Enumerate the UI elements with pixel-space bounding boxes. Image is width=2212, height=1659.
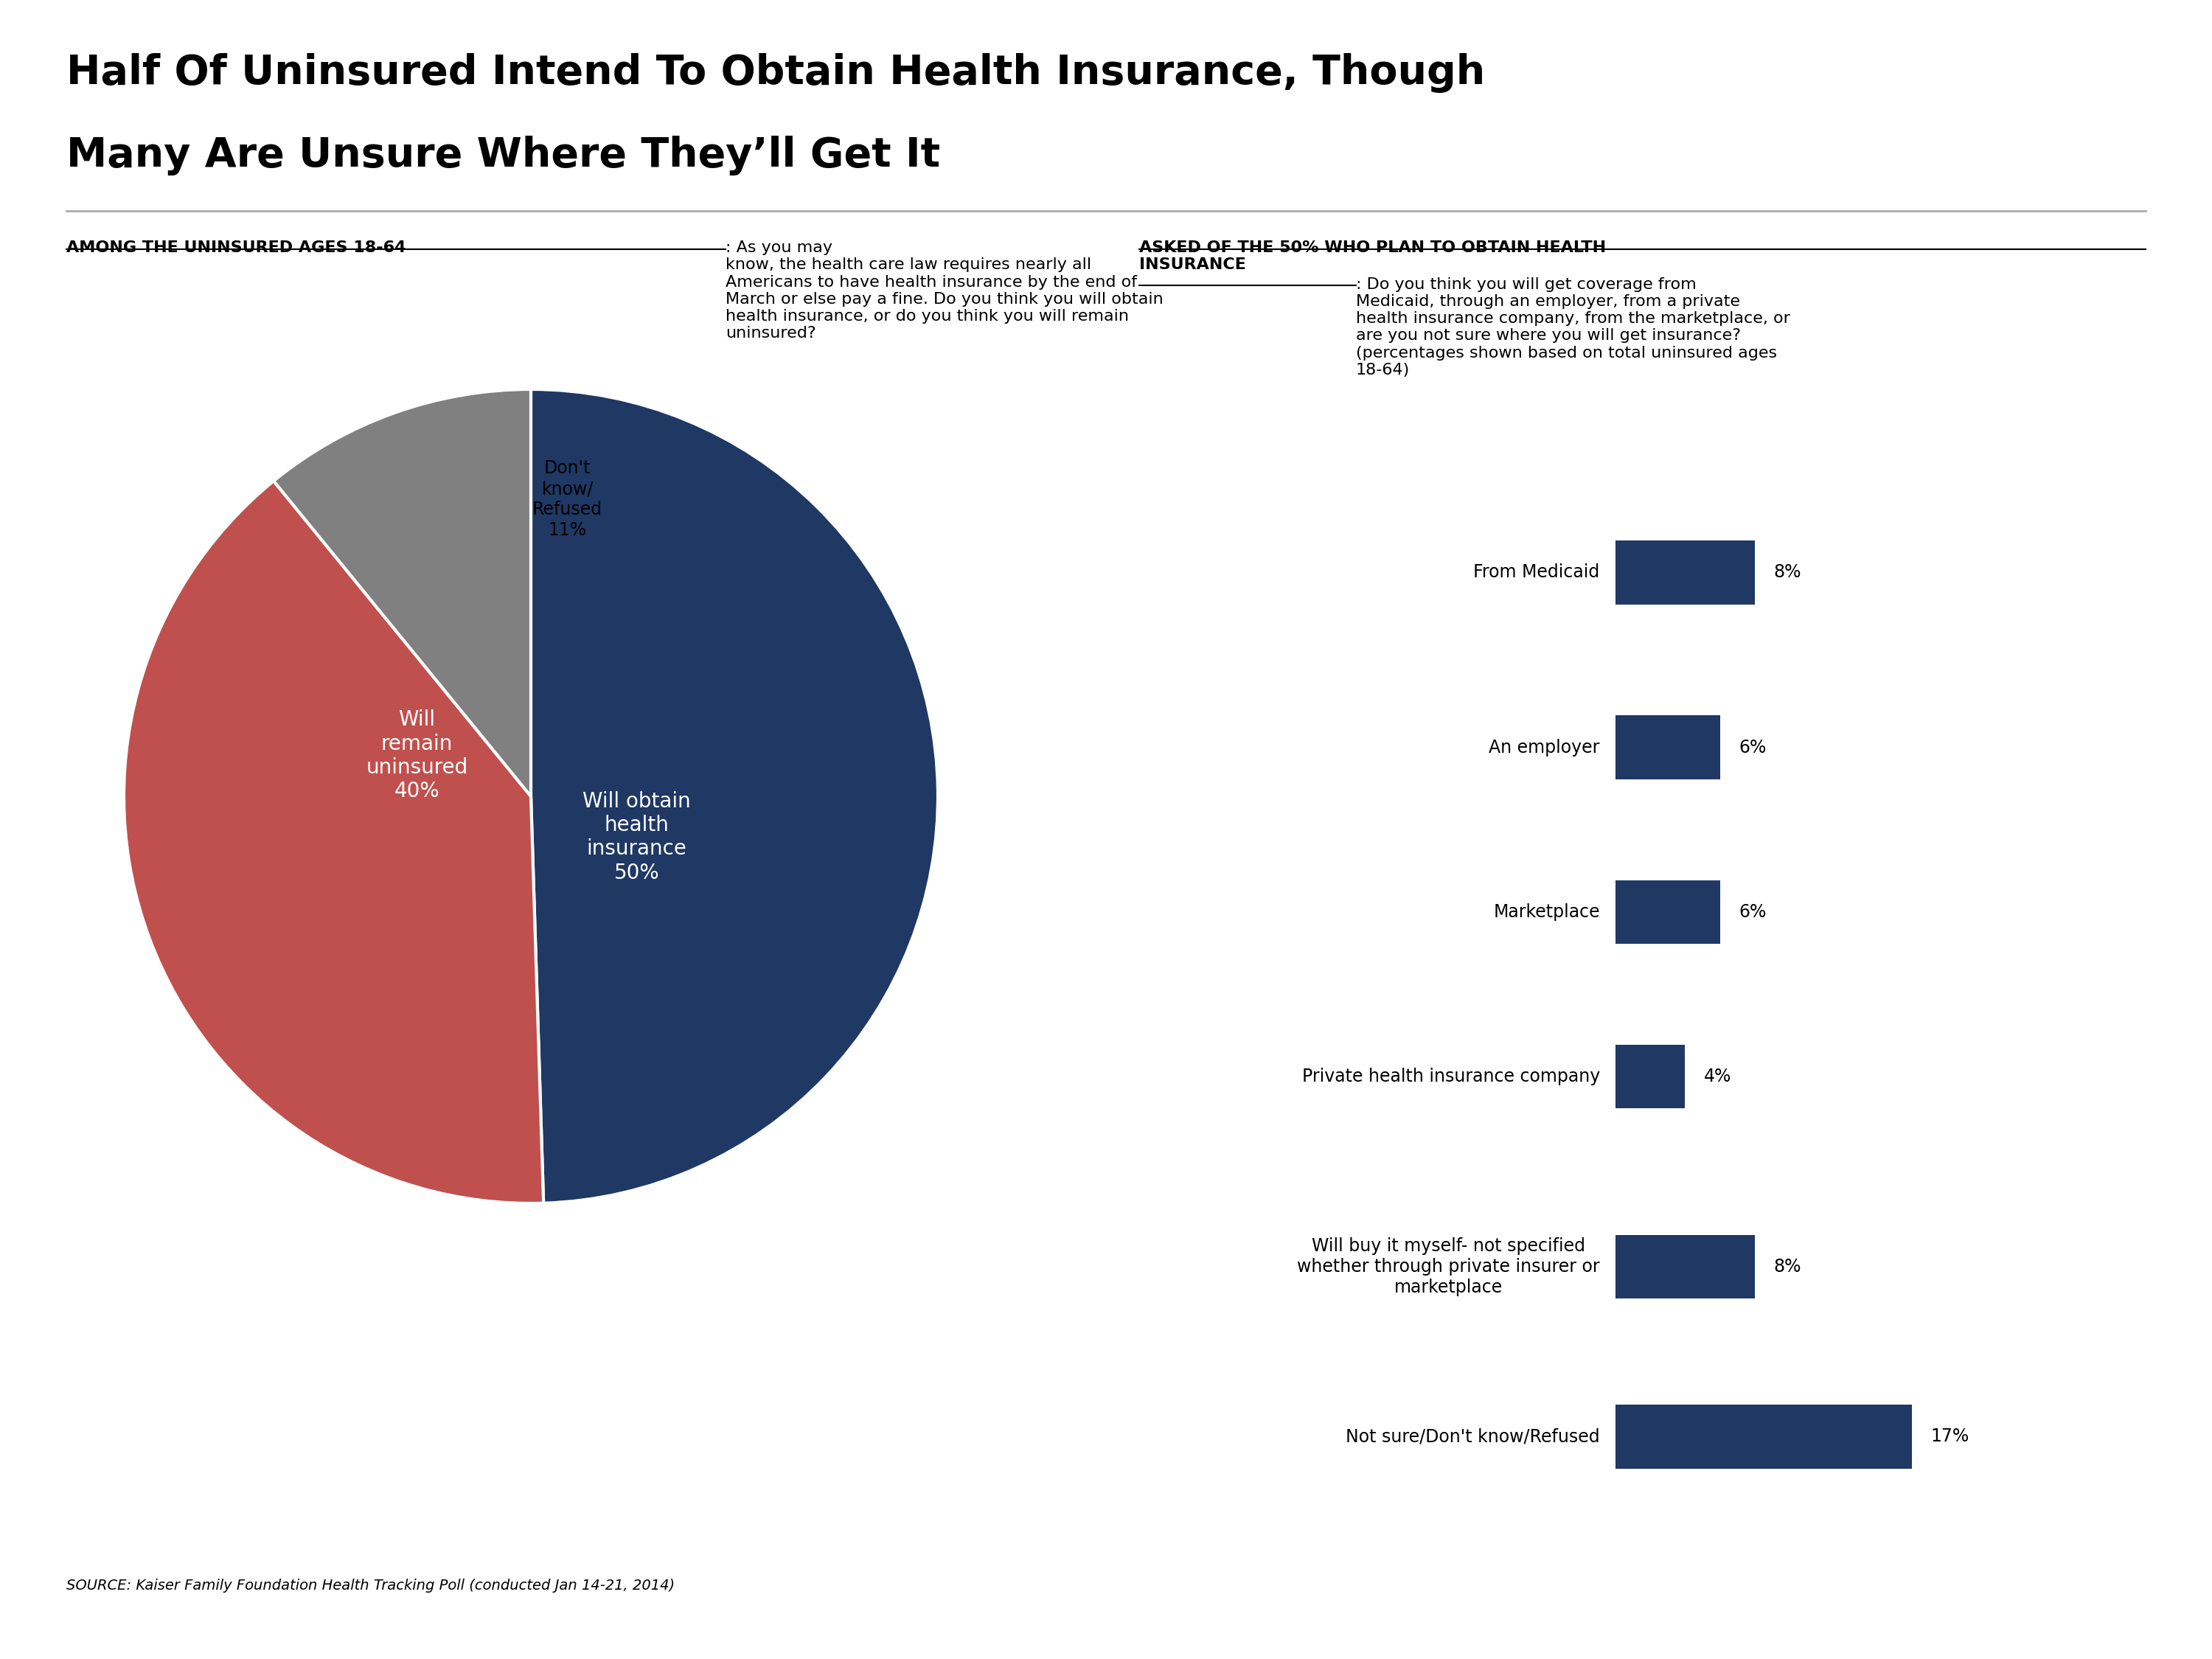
Text: Marketplace: Marketplace	[1493, 902, 1599, 921]
Text: 8%: 8%	[1774, 564, 1801, 581]
Bar	[1615, 715, 1721, 780]
Text: THE HENRY J.: THE HENRY J.	[1989, 1501, 2062, 1511]
Text: 17%: 17%	[1931, 1428, 1969, 1445]
Text: Half Of Uninsured Intend To Obtain Health Insurance, Though: Half Of Uninsured Intend To Obtain Healt…	[66, 53, 1484, 93]
Wedge shape	[531, 390, 938, 1203]
Text: Will obtain
health
insurance
50%: Will obtain health insurance 50%	[582, 791, 690, 883]
Text: 4%: 4%	[1703, 1068, 1732, 1085]
Text: ASKED OF THE 50% WHO PLAN TO OBTAIN HEALTH
INSURANCE: ASKED OF THE 50% WHO PLAN TO OBTAIN HEAL…	[1139, 241, 1606, 272]
Text: 6%: 6%	[1739, 902, 1765, 921]
Bar	[1615, 879, 1721, 944]
Bar	[1615, 1234, 1754, 1299]
Wedge shape	[274, 390, 531, 796]
Text: Kaiser: Kaiser	[1997, 1538, 2053, 1554]
Text: An employer: An employer	[1489, 738, 1599, 757]
Text: : As you may
know, the health care law requires nearly all
Americans to have hea: : As you may know, the health care law r…	[726, 241, 1164, 340]
Text: FOUNDATION: FOUNDATION	[1989, 1614, 2062, 1624]
Bar	[1615, 1045, 1686, 1108]
Text: Will buy it myself- not specified
whether through private insurer or
marketplace: Will buy it myself- not specified whethe…	[1296, 1238, 1599, 1296]
Text: Many Are Unsure Where They’ll Get It: Many Are Unsure Where They’ll Get It	[66, 136, 940, 176]
Wedge shape	[124, 481, 544, 1203]
Text: FAMILY: FAMILY	[2006, 1581, 2044, 1591]
Text: Will
remain
uninsured
40%: Will remain uninsured 40%	[365, 710, 469, 801]
Text: 6%: 6%	[1739, 738, 1765, 757]
Text: Private health insurance company: Private health insurance company	[1301, 1068, 1599, 1085]
Text: From Medicaid: From Medicaid	[1473, 564, 1599, 581]
Text: SOURCE: Kaiser Family Foundation Health Tracking Poll (conducted Jan 14-21, 2014: SOURCE: Kaiser Family Foundation Health …	[66, 1579, 675, 1593]
Bar	[1615, 541, 1754, 604]
Text: AMONG THE UNINSURED AGES 18-64: AMONG THE UNINSURED AGES 18-64	[66, 241, 407, 255]
Bar	[1615, 1405, 1911, 1468]
Text: : Do you think you will get coverage from
Medicaid, through an employer, from a : : Do you think you will get coverage fro…	[1356, 277, 1790, 377]
Text: 8%: 8%	[1774, 1258, 1801, 1276]
Text: Not sure/Don't know/Refused: Not sure/Don't know/Refused	[1345, 1428, 1599, 1445]
Text: Don't
know/
Refused
11%: Don't know/ Refused 11%	[533, 460, 602, 539]
